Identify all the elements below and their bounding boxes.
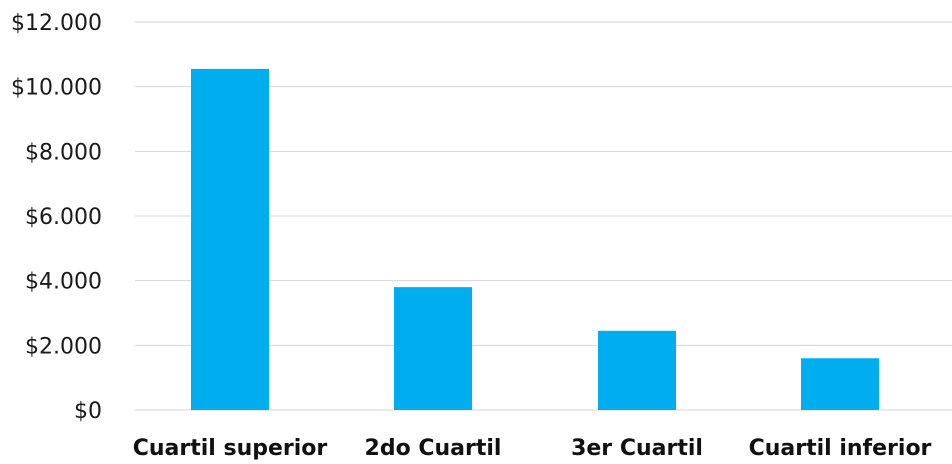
y-axis-tick-labels: $0 $2.000 $4.000 $6.000 $8.000 $10.000 $12.000: [11, 11, 102, 424]
y-tick-label: $6.000: [25, 205, 102, 230]
x-category-label: 2do Cuartil: [365, 436, 502, 461]
bar: [394, 287, 472, 410]
gridlines: [135, 21, 952, 411]
x-axis-category-labels: Cuartil superior 2do Cuartil 3er Cuartil Cu…: [133, 436, 932, 461]
bar: [191, 68, 269, 410]
y-tick-label: $10.000: [11, 76, 102, 101]
bar: [598, 330, 676, 410]
y-tick-label: $2.000: [25, 334, 102, 359]
y-tick-label: $4.000: [25, 270, 102, 295]
x-category-label: Cuartil superior: [133, 436, 328, 461]
y-tick-label: $8.000: [25, 140, 102, 165]
y-tick-label: $12.000: [11, 11, 102, 36]
bar: [801, 358, 879, 410]
x-category-label: Cuartil inferior: [749, 436, 932, 461]
x-category-label: 3er Cuartil: [571, 436, 703, 461]
y-tick-label: $0: [74, 399, 102, 424]
bars: [191, 68, 879, 410]
